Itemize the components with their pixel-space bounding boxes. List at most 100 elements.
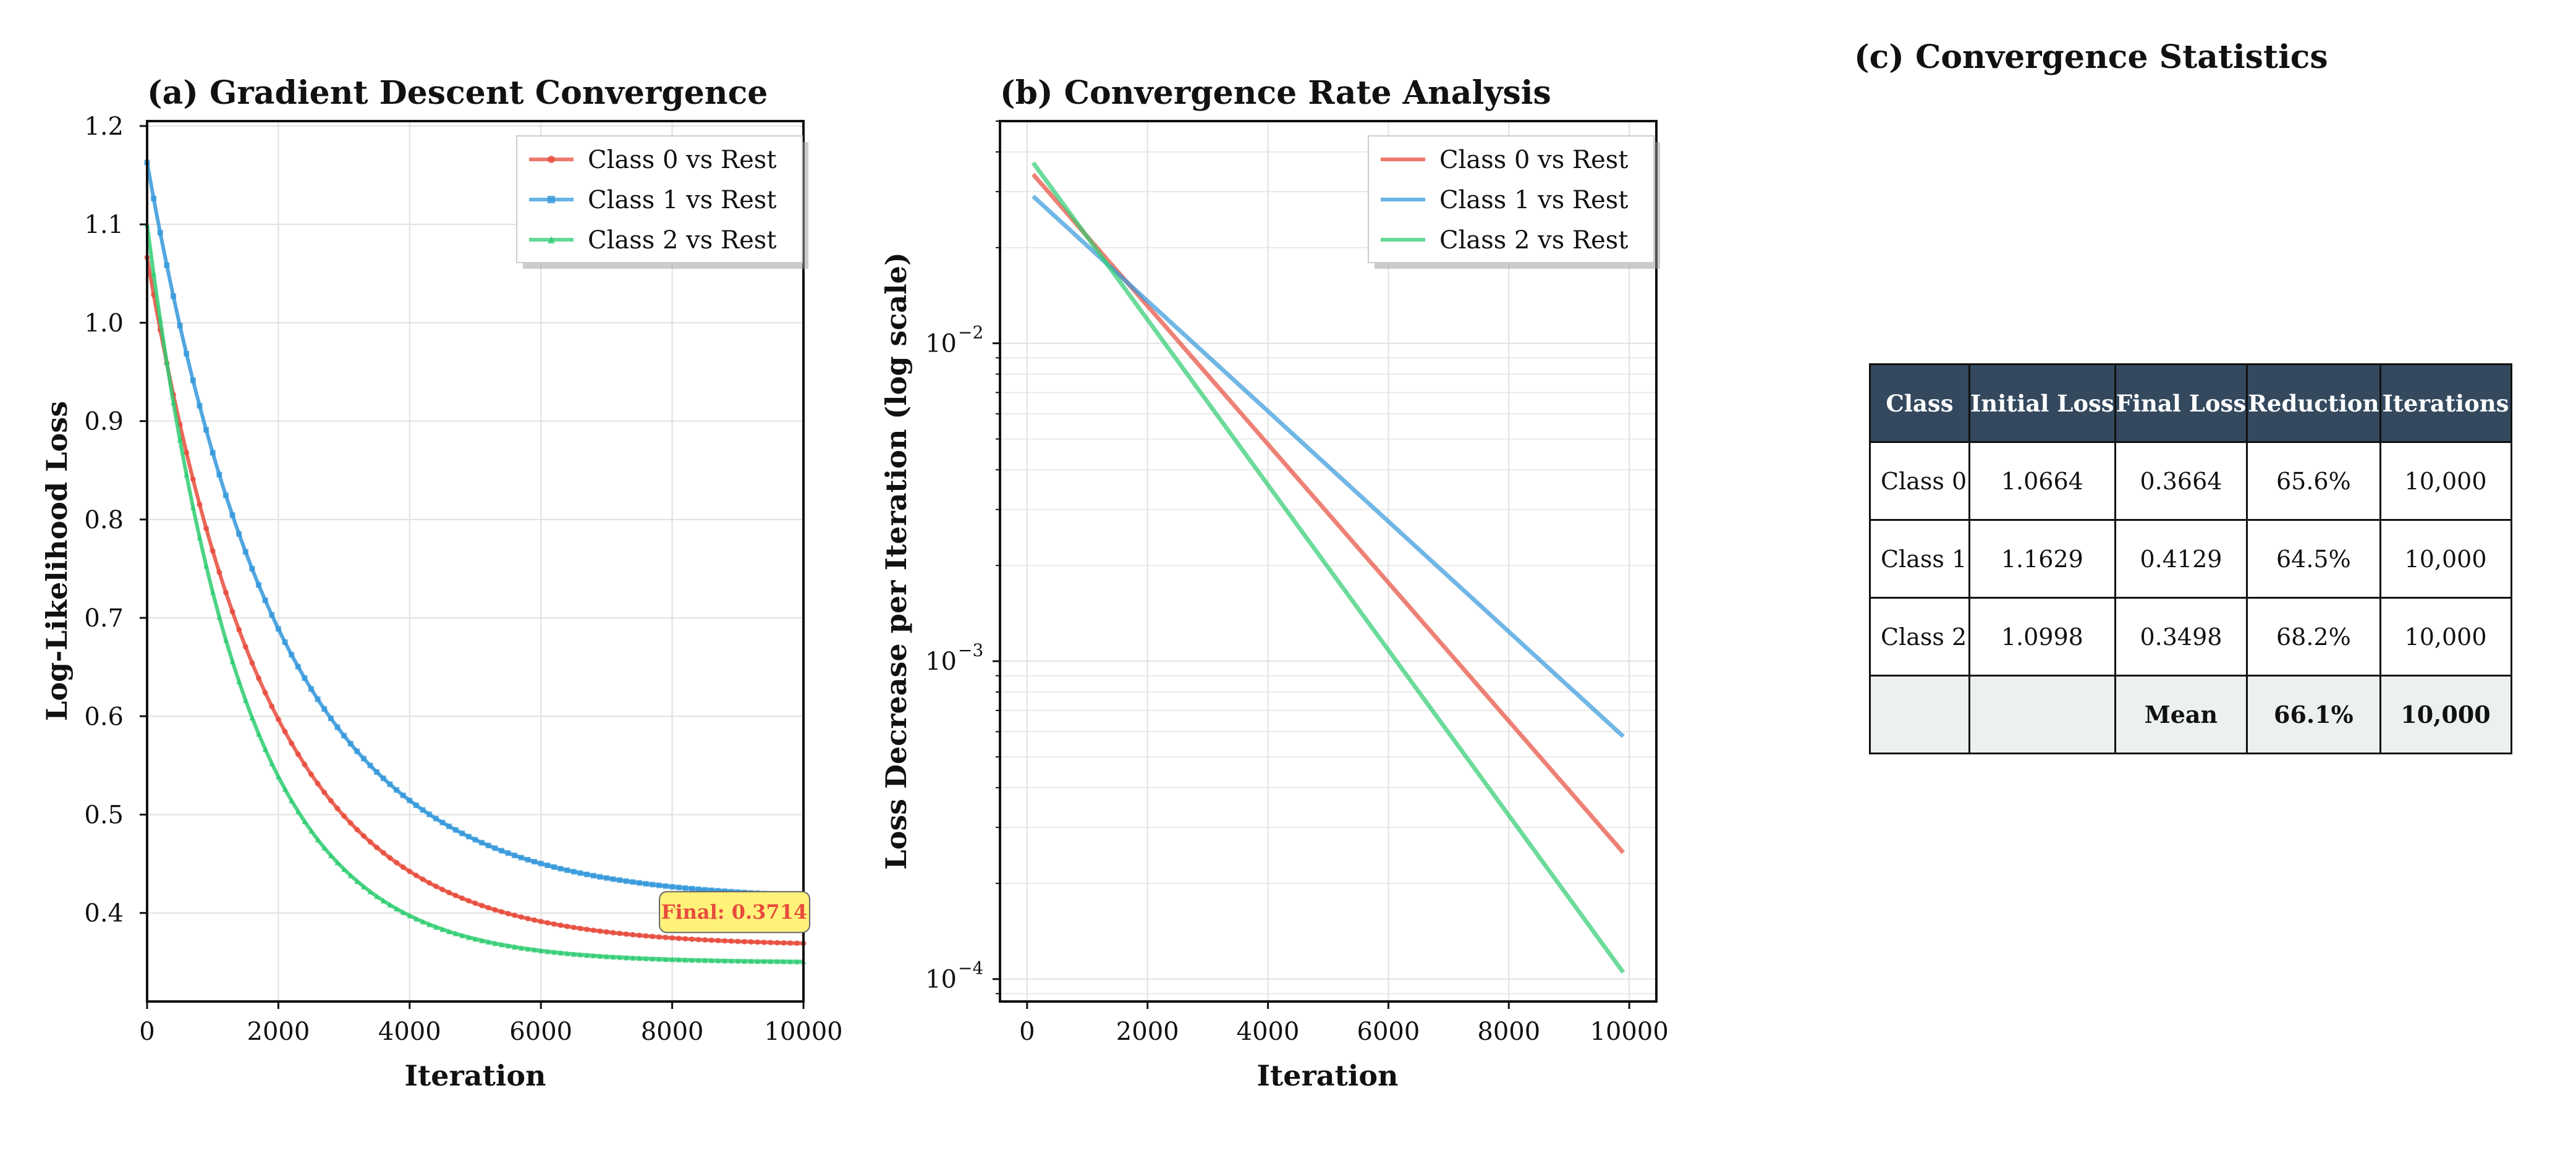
series-point-class-1	[577, 870, 583, 876]
x-tick-label: 8000	[641, 1018, 704, 1046]
header-class: Class	[1869, 363, 1970, 443]
series-point-class-1	[236, 531, 242, 537]
series-point-class-2	[656, 956, 662, 962]
series-point-class-2	[170, 399, 176, 405]
series-point-class-2	[446, 929, 452, 935]
series-point-class-1	[682, 885, 688, 891]
x-tick-label: 4000	[1237, 1018, 1300, 1046]
series-point-class-1	[452, 827, 459, 833]
series-point-class-1	[603, 875, 609, 881]
stats-header-row: Class Initial Loss Final Loss Reduction …	[1869, 363, 2512, 443]
series-point-class-0	[360, 833, 366, 839]
series-point-class-0	[439, 887, 446, 893]
series-point-class-0	[498, 909, 504, 915]
series-point-class-2	[597, 953, 603, 959]
series-point-class-0	[525, 916, 531, 922]
series-point-class-1	[650, 882, 656, 888]
x-tick-label: 2000	[247, 1018, 310, 1046]
series-point-class-2	[210, 589, 216, 595]
stats-title: (c) Convergence Statistics	[1854, 38, 2328, 76]
series-point-class-2	[755, 958, 761, 964]
legend-marker	[548, 196, 555, 203]
series-point-class-0	[505, 911, 511, 917]
series-point-class-0	[682, 935, 688, 942]
series-point-class-2	[623, 955, 629, 961]
series-point-class-2	[610, 954, 616, 960]
x-tick-label: 6000	[1357, 1018, 1420, 1046]
series-point-class-2	[354, 878, 360, 884]
panel-b-title: (b) Convergence Rate Analysis	[1000, 74, 1551, 112]
series-point-class-0	[492, 907, 498, 913]
series-point-class-0	[387, 855, 393, 861]
series-point-class-2	[682, 956, 688, 963]
panel-a-annotation: Final: 0.3714	[659, 891, 810, 934]
cell-initial-loss: 1.0998	[1968, 597, 2116, 677]
series-point-class-2	[715, 958, 721, 964]
header-iterations: Iterations	[2379, 363, 2512, 443]
series-point-class-1	[151, 195, 157, 201]
series-point-class-1	[229, 512, 235, 518]
series-point-class-1	[262, 597, 268, 604]
series-point-class-1	[590, 872, 596, 879]
series-point-class-1	[308, 686, 314, 692]
series-point-class-1	[518, 854, 524, 861]
series-point-class-2	[669, 956, 676, 963]
panel-a-series	[144, 159, 807, 964]
cell-iterations: 10,000	[2379, 675, 2512, 754]
series-point-class-1	[439, 819, 446, 825]
series-point-class-0	[623, 931, 629, 937]
series-point-class-2	[544, 948, 551, 955]
series-point-class-0	[590, 927, 596, 934]
series-point-class-1	[492, 845, 498, 851]
series-point-class-1	[269, 612, 275, 618]
series-point-class-0	[354, 827, 360, 833]
series-point-class-2	[735, 958, 741, 964]
series-point-class-0	[728, 938, 734, 944]
annotation-text: Final: 0.3714	[661, 900, 807, 924]
series-point-class-2	[256, 731, 262, 737]
series-point-class-1	[485, 842, 491, 848]
series-point-class-1	[367, 762, 373, 769]
cell-class: Class 2	[1869, 597, 1970, 677]
series-point-class-0	[794, 940, 800, 947]
series-point-class-0	[715, 937, 721, 943]
series-point-class-0	[656, 934, 662, 940]
series-point-class-0	[407, 868, 413, 874]
series-point-class-0	[755, 939, 761, 945]
series-point-class-0	[328, 798, 334, 804]
panel-b-legend: Class 0 vs Rest Class 1 vs Rest Class 2 vs…	[1368, 135, 1660, 269]
series-point-class-0	[256, 675, 262, 681]
series-point-class-2	[722, 958, 728, 964]
series-point-class-2	[708, 957, 714, 963]
series-point-class-2	[485, 939, 491, 945]
series-point-class-0	[426, 880, 433, 886]
series-point-class-0	[630, 932, 636, 938]
series-point-class-1	[584, 871, 590, 877]
y-tick-label: 10	[925, 966, 957, 994]
series-point-class-2	[420, 919, 426, 925]
series-point-class-1	[676, 884, 682, 890]
x-tick-label: 10000	[1590, 1018, 1669, 1046]
series-point-class-1	[532, 859, 538, 865]
series-point-class-0	[282, 728, 288, 735]
header-final-loss: Final Loss	[2114, 363, 2248, 443]
y-tick-exponent: −4	[958, 958, 983, 979]
x-tick-label: 10000	[764, 1018, 842, 1046]
series-point-class-2	[413, 916, 419, 922]
series-point-class-0	[374, 845, 380, 851]
stats-table: Class Initial Loss Final Loss Reduction …	[1869, 363, 2512, 754]
series-point-class-1	[702, 887, 708, 893]
cell-reduction: 65.6%	[2246, 441, 2381, 521]
series-point-class-0	[518, 914, 524, 920]
series-point-class-2	[394, 906, 400, 912]
series-point-class-0	[295, 751, 301, 757]
x-tick-label: 8000	[1477, 1018, 1540, 1046]
series-point-class-0	[748, 938, 754, 945]
series-point-class-1	[433, 816, 439, 822]
header-initial-loss: Initial Loss	[1968, 363, 2116, 443]
legend-marker	[548, 156, 555, 163]
series-point-class-2	[433, 924, 439, 930]
rate-line-class-2	[1031, 161, 1625, 974]
series-point-class-1	[242, 549, 248, 555]
cell-reduction: 68.2%	[2246, 597, 2381, 677]
